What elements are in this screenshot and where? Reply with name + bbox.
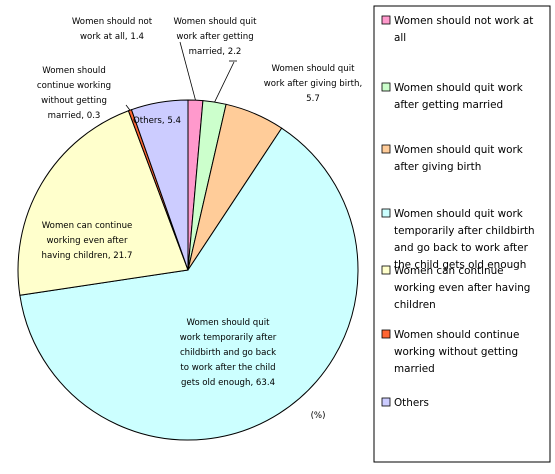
leader-line: [179, 41, 196, 101]
slice-labels: Women should not work at all, 1.4 Women sh…: [37, 17, 362, 388]
legend-label: Women can continue working even after hav…: [394, 265, 530, 311]
slice-label: Women should continue working without gett…: [37, 66, 111, 121]
leader-line: [125, 104, 131, 111]
legend-label: Women should continue working without get…: [394, 329, 519, 375]
legend-swatch: [381, 82, 391, 92]
pie-slices: [17, 99, 359, 441]
slice-label: Women can continue working even after havi…: [42, 221, 133, 261]
legend-swatch: [381, 15, 391, 25]
legend-swatch: [381, 265, 391, 275]
slice-label: Others, 5.4: [133, 116, 181, 126]
legend-swatch: [381, 329, 391, 339]
leader-lines: [125, 41, 237, 111]
legend-label: Women should quit work temporarily after …: [394, 208, 535, 271]
legend-label: Others: [394, 397, 429, 409]
legend: Women should not work at all Women should …: [373, 5, 551, 463]
legend-label: Women should not work at all: [394, 15, 533, 44]
leader-line: [214, 61, 235, 103]
unit-label: (%): [311, 411, 326, 421]
slice-label: Women should not work at all, 1.4: [72, 17, 153, 42]
slice-label: Women should quit work after getting marri…: [174, 17, 258, 57]
legend-label: Women should quit work after giving birth: [394, 144, 523, 173]
pie-slice: [19, 127, 359, 441]
legend-swatch: [381, 208, 391, 218]
slice-label: Women should quit work after giving birth…: [264, 64, 362, 104]
legend-label: Women should quit work after getting marr…: [394, 82, 523, 111]
legend-frame: [373, 5, 551, 463]
pie-slice: [130, 99, 189, 271]
legend-swatch: [381, 397, 391, 407]
slice-label: Women should quit work temporarily after c…: [180, 318, 277, 388]
legend-swatch: [381, 144, 391, 154]
